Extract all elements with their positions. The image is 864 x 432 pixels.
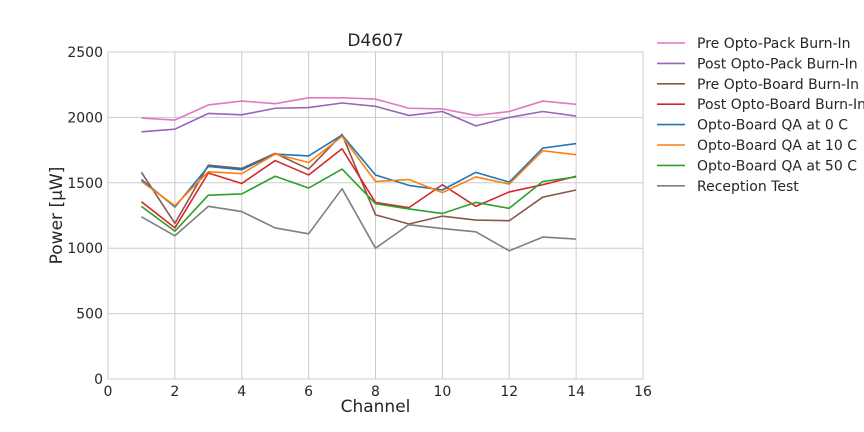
x-tick-label: 10	[433, 384, 451, 400]
series-line	[141, 187, 577, 252]
y-tick-label: 500	[76, 307, 103, 323]
plot-frame	[107, 51, 644, 380]
x-tick-label: 12	[500, 384, 518, 400]
series-line	[140, 135, 577, 207]
y-axis-label: Power [μW]	[47, 167, 67, 265]
legend-label: Pre Opto-Board Burn-In	[697, 77, 859, 93]
x-tick-label: 14	[567, 384, 585, 400]
y-tick-labels: 0 500 1000 1500 2000 2500	[67, 45, 103, 388]
series-line	[141, 96, 577, 121]
series-layer	[140, 96, 577, 252]
chart-title: D4607	[347, 31, 403, 51]
y-tick-label: 2000	[67, 110, 103, 126]
legend-label: Pre Opto-Pack Burn-In	[697, 36, 851, 52]
series-line	[140, 133, 577, 225]
legend-label: Opto-Board QA at 10 C	[697, 138, 857, 154]
x-tick-label: 16	[634, 384, 652, 400]
x-tick-label: 0	[104, 384, 113, 400]
series-line	[140, 147, 577, 229]
legend: Pre Opto-Pack Burn-In Post Opto-Pack Burn…	[657, 36, 864, 195]
series-line	[140, 134, 577, 208]
legend-label: Reception Test	[697, 179, 799, 195]
legend-label: Opto-Board QA at 50 C	[697, 158, 857, 174]
legend-label: Post Opto-Board Burn-In	[697, 97, 864, 113]
series-line	[141, 102, 577, 133]
x-axis-label: Channel	[341, 397, 411, 417]
x-tick-labels: 0 2 4 6 8 10 12 14 16	[104, 384, 652, 400]
x-tick-label: 2	[170, 384, 179, 400]
y-tick-label: 0	[94, 372, 103, 388]
x-tick-label: 4	[237, 384, 246, 400]
series-line	[140, 168, 577, 232]
y-tick-label: 1500	[67, 176, 103, 192]
legend-label: Post Opto-Pack Burn-In	[697, 56, 858, 72]
x-tick-label: 6	[304, 384, 313, 400]
x-tick-label: 8	[371, 384, 380, 400]
legend-label: Opto-Board QA at 0 C	[697, 118, 848, 134]
y-tick-label: 1000	[67, 241, 103, 257]
y-tick-label: 2500	[67, 45, 103, 61]
